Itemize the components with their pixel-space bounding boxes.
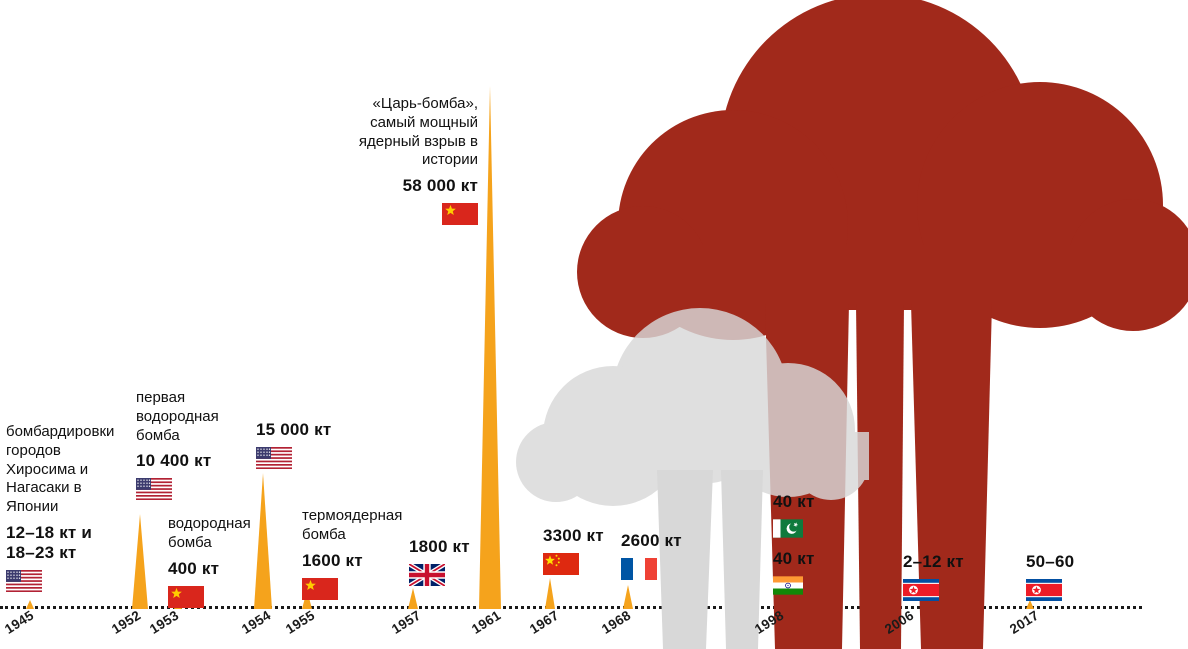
event-1961-desc: «Царь-бомба», самый мощный ядерный взрыв… [358,95,478,169]
cloud-gray-stem-2 [721,470,763,649]
event-1998-india-yield: 40 кт [773,549,815,568]
mushroom-cloud-gray-stems [657,470,763,649]
flag-usa-icon [6,569,42,592]
spike-1957 [408,588,418,609]
flag-north-korea-icon [1026,579,1062,601]
event-1952-yield: 10 400 кт [136,451,212,471]
event-1953-desc: водородная бомба [168,515,251,551]
flag-ussr-icon [302,577,338,600]
flag-ussr-icon [168,585,204,608]
event-1998: 40 кт 40 кт [773,492,814,600]
spike-1968 [623,585,633,609]
flag-uk-icon [409,564,445,586]
event-2017: 50–60 [1026,552,1074,606]
flag-france-icon [621,558,657,580]
event-1961: «Царь-бомба», самый мощный ядерный взрыв… [356,95,478,230]
event-1961-yield: 58 000 кт [402,176,478,195]
event-1955-desc: термоядерная бомба [302,507,403,543]
cloud-large-stem-3 [911,303,992,649]
spike-1952 [132,514,148,609]
flag-usa-icon [136,478,172,501]
event-1952: первая водородная бомба 10 400 кт [136,389,242,505]
event-1953-yield: 400 кт [168,558,220,578]
event-1953: водородная бомба 400 кт [168,515,268,613]
spike-1967 [545,578,555,609]
event-1998-pakistan-yield: 40 кт [773,492,815,511]
event-1957-yield: 1800 кт [409,537,470,556]
event-1945: бомбардировки городов Хиросима и Нагасак… [6,423,118,597]
spike-2017 [1026,600,1034,609]
mushroom-cloud-gray-cap [516,308,869,506]
spike-1945 [26,600,34,609]
event-1955: термоядерная бомба 1600 кт [302,507,414,605]
spike-1955 [302,590,312,609]
event-1957: 1800 кт [409,537,470,591]
event-1945-desc: бомбардировки городов Хиросима и Нагасак… [6,423,115,515]
event-1967: 3300 кт [543,526,604,580]
timeline-baseline [0,606,1142,609]
event-2006: 2–12 кт [903,552,964,606]
flag-pakistan-icon [773,519,803,538]
event-2006-yield: 2–12 кт [903,552,964,571]
cloud-gray-stem-1 [657,470,713,649]
flag-usa-icon [256,447,292,469]
event-1967-yield: 3300 кт [543,526,604,545]
event-1954: 15 000 кт [256,420,331,474]
spike-1961 [479,86,501,609]
event-1952-desc: первая водородная бомба [136,389,219,444]
event-1954-yield: 15 000 кт [256,420,332,439]
flag-north-korea-icon [903,579,939,601]
event-1968: 2600 кт [621,531,682,585]
yield-spikes [26,86,1034,609]
flag-india-icon [773,576,803,595]
flag-ussr-icon [442,203,478,225]
event-1945-yield: 12–18 кт и 18–23 кт [6,522,93,562]
spike-1954 [254,473,272,609]
flag-china-icon [543,553,579,575]
event-2017-yield: 50–60 [1026,552,1075,571]
event-1955-yield: 1600 кт [302,550,363,570]
event-1968-yield: 2600 кт [621,531,682,550]
cloud-large-stem-2 [856,303,904,649]
